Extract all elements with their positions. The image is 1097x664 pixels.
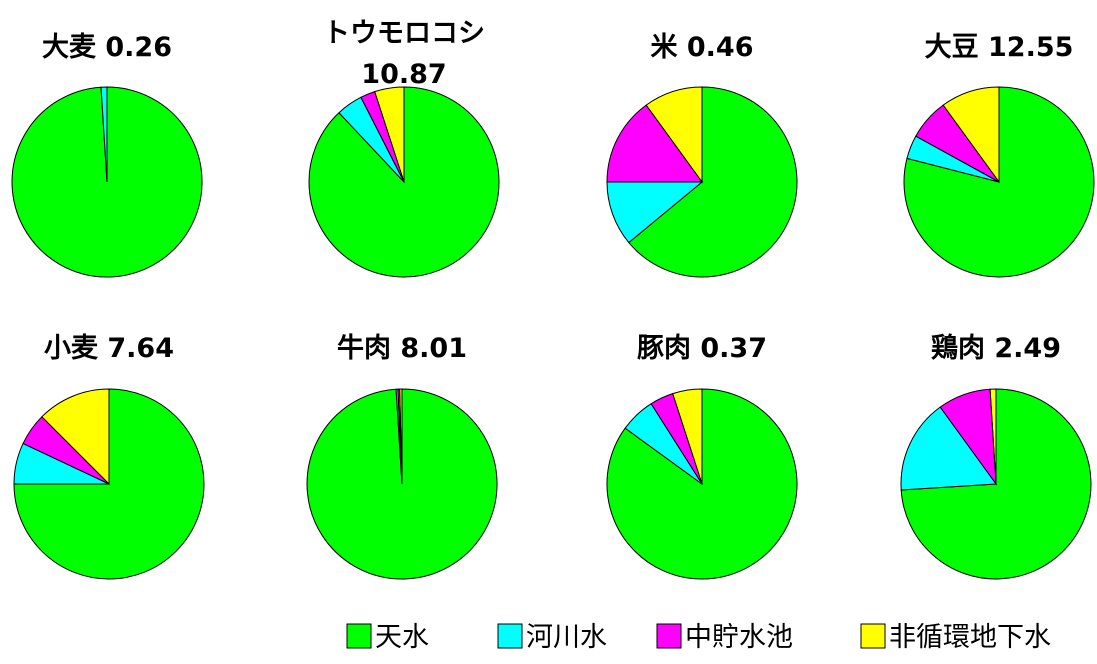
pie-title: 10.87	[361, 59, 446, 90]
pie-title: 鶏肉 2.49	[931, 333, 1061, 364]
pie-title: 牛肉 8.01	[337, 333, 467, 364]
pie-slice	[606, 181, 704, 244]
pie-slice	[900, 406, 997, 491]
pie-chart-2: トウモロコシ 10.87	[308, 18, 500, 278]
pie-slice	[395, 388, 403, 485]
legend-label: 中貯水池	[685, 622, 793, 653]
pie-chart-4: 大豆 12.55	[903, 32, 1095, 278]
legend-item: 中貯水池	[656, 622, 793, 653]
legend-item: 河川水	[497, 622, 607, 653]
pie-slice	[13, 442, 110, 485]
legend: 天水 河川水 中貯水池 非循環地下水	[346, 622, 1051, 653]
legend-label: 河川水	[526, 622, 607, 653]
pie-title: 小麦 7.64	[44, 333, 174, 364]
pie-slice	[41, 388, 110, 486]
pie-slice	[100, 86, 108, 183]
pie-slice	[906, 135, 1000, 183]
pie-slice	[13, 388, 205, 580]
pie-slice	[606, 104, 703, 183]
pie-slice	[903, 86, 1095, 278]
pie-chart-3: 米 0.46	[606, 32, 798, 278]
pie-chart-5: 小麦 7.64	[13, 333, 205, 580]
legend-label: 天水	[375, 622, 429, 653]
pie-title: 米 0.46	[650, 32, 753, 63]
pie-title: 大豆 12.55	[925, 32, 1074, 63]
pie-chart-7: 豚肉 0.37	[606, 333, 798, 580]
pie-title: 豚肉 0.37	[637, 333, 767, 364]
legend-swatch	[656, 623, 682, 649]
legend-label: 非循環地下水	[889, 622, 1051, 653]
pie-slice	[628, 86, 798, 278]
legend-swatch	[497, 623, 523, 649]
legend-item: 天水	[346, 622, 429, 653]
legend-swatch	[346, 623, 372, 649]
pie-chart-8: 鶏肉 2.49	[900, 333, 1092, 580]
pie-title: トウモロコシ	[323, 18, 485, 49]
pie-chart-1: 大麦 0.26	[11, 32, 203, 278]
pie-title: 大麦 0.26	[42, 32, 172, 63]
pie-slice	[624, 403, 703, 485]
legend-item: 非循環地下水	[860, 622, 1051, 653]
legend-swatch	[860, 623, 886, 649]
pie-chart-6: 牛肉 8.01	[306, 333, 498, 580]
pie-slice	[338, 96, 405, 183]
